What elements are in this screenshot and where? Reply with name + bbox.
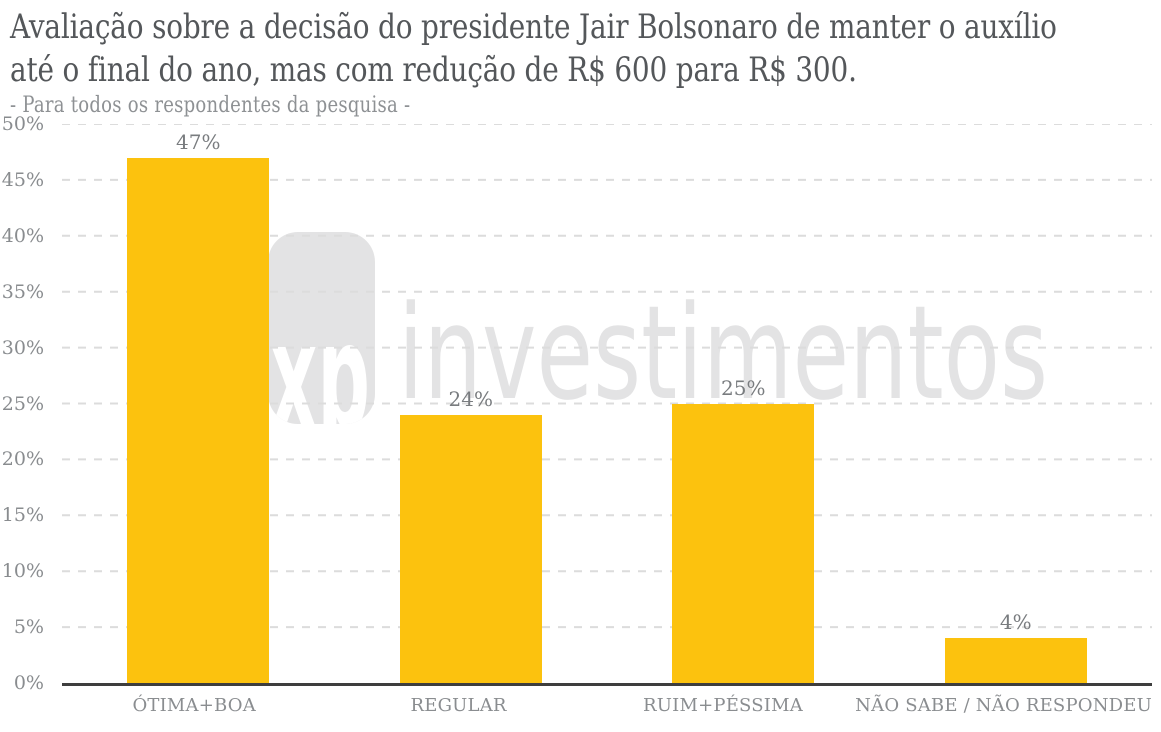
bars-layer: 47% 24% 25% 4% bbox=[62, 124, 1152, 683]
category-label: REGULAR bbox=[410, 695, 507, 716]
bar-value-label: 4% bbox=[999, 610, 1032, 635]
plot-area: xp investimentos 47% 24% 25% 4% bbox=[62, 124, 1152, 686]
category-label: RUIM+PÉSSIMA bbox=[643, 695, 803, 716]
y-tick-label: 5% bbox=[13, 616, 44, 639]
xp-logo-chip bbox=[268, 232, 375, 424]
bar-value-label: 25% bbox=[721, 375, 766, 400]
chart-title-line-1: Avaliação sobre a decisão do presidente … bbox=[10, 7, 1057, 47]
bar bbox=[399, 414, 542, 683]
y-tick-label: 40% bbox=[1, 224, 44, 247]
y-tick-label: 20% bbox=[1, 448, 44, 471]
bar bbox=[127, 157, 270, 683]
bar bbox=[944, 638, 1087, 683]
y-tick-label: 25% bbox=[1, 392, 44, 415]
bar-value-label: 24% bbox=[448, 386, 493, 411]
category-label: NÃO SABE / NÃO RESPONDEU bbox=[855, 695, 1153, 716]
chart-subtitle: - Para todos os respondentes da pesquisa… bbox=[10, 93, 411, 118]
y-tick-label: 0% bbox=[13, 672, 44, 694]
xp-logo-text: xp bbox=[270, 291, 370, 465]
bar bbox=[672, 403, 815, 683]
y-tick-label: 15% bbox=[1, 504, 44, 527]
y-tick-label: 10% bbox=[1, 560, 44, 583]
y-tick-label: 35% bbox=[1, 280, 44, 303]
y-tick-label: 45% bbox=[1, 168, 44, 191]
y-tick-label: 30% bbox=[1, 336, 44, 359]
y-axis-tick-labels: 0% 5% 10% 15% 20% 25% 30% 35% 40% 45% 50% bbox=[0, 113, 44, 694]
bar-value-label: 47% bbox=[176, 129, 221, 154]
y-tick-label: 50% bbox=[1, 113, 44, 135]
chart-header: Avaliação sobre a decisão do presidente … bbox=[10, 6, 1161, 119]
category-label: ÓTIMA+BOA bbox=[132, 695, 256, 716]
x-axis-category-labels: ÓTIMA+BOA REGULAR RUIM+PÉSSIMA NÃO SABE / N… bbox=[62, 695, 1152, 717]
chart-title-line-2: até o final do ano, mas com redução de R… bbox=[10, 50, 857, 90]
